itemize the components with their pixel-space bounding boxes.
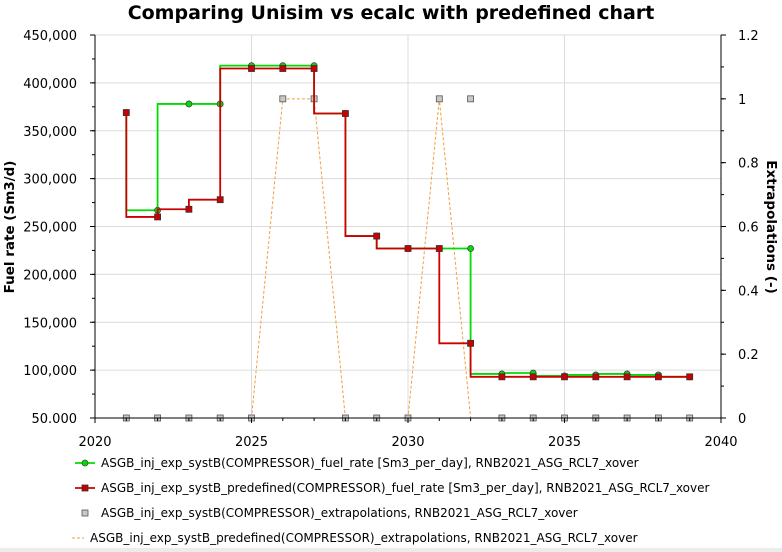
y-tick-label: 400,000 (23, 77, 77, 92)
predefined-fuel-rate-point (404, 245, 412, 252)
legend-marker (81, 459, 89, 467)
legend-label: ASGB_inj_exp_systB_predefined(COMPRESSOR… (101, 481, 709, 495)
predefined-fuel-rate-point (686, 373, 694, 381)
x-tick-label: 2020 (78, 435, 111, 450)
legend-marker (81, 509, 89, 517)
predefined-fuel-rate-point (561, 373, 568, 381)
y2-tick-label: 0.6 (738, 221, 759, 236)
extrapolation-point (467, 95, 475, 103)
y-tick-label: 100,000 (23, 364, 77, 379)
y-tick-label: 150,000 (23, 316, 77, 331)
x-tick-label: 2035 (548, 435, 581, 450)
y-tick-label: 350,000 (23, 125, 77, 140)
legend-label: ASGB_inj_exp_systB(COMPRESSOR)_extrapola… (101, 506, 578, 520)
chart-title: Comparing Unisim vs ecalc with predefine… (128, 2, 655, 24)
fuel-rate-point (467, 245, 475, 252)
y2-tick-label: 1 (738, 93, 746, 108)
x-tick-label: 2030 (391, 435, 424, 450)
predefined-fuel-rate-point (185, 205, 193, 213)
y-axis-label: Fuel rate (Sm3/d) (2, 161, 18, 294)
legend-label: ASGB_inj_exp_systB_predefined(COMPRESSOR… (90, 531, 638, 545)
predefined-fuel-rate-point (279, 65, 287, 72)
predefined-fuel-rate-point (435, 245, 443, 252)
legend-label: ASGB_inj_exp_systB(COMPRESSOR)_fuel_rate… (101, 456, 639, 470)
legend: ASGB_inj_exp_systB(COMPRESSOR)_fuel_rate… (72, 456, 709, 545)
extrapolation-point (435, 95, 443, 103)
predefined-fuel-rate-point (623, 373, 631, 381)
y-tick-label: 250,000 (23, 221, 77, 236)
y-tick-label: 450,000 (23, 29, 77, 44)
predefined-fuel-rate-point (310, 65, 318, 72)
predefined-fuel-rate-point (341, 110, 349, 117)
y2-axis-label: Extrapolations (-) (763, 160, 779, 293)
x-tick-label: 2040 (704, 435, 737, 450)
y2-tick-label: 1.2 (738, 29, 759, 44)
y2-tick-label: 0.8 (738, 157, 759, 172)
predefined-fuel-rate-point (467, 339, 475, 347)
predefined-fuel-rate-point (216, 196, 224, 204)
x-tick-label: 2025 (235, 435, 268, 450)
legend-marker (81, 484, 89, 492)
y-tick-label: 50.000 (32, 412, 78, 427)
predefined-fuel-rate-point (498, 373, 506, 381)
y2-tick-label: 0.4 (738, 284, 759, 299)
fuel-rate-point (185, 100, 193, 108)
y-tick-label: 300,000 (23, 173, 77, 188)
extrapolation-point (279, 95, 287, 103)
series-line-predefined-fuel-rate (125, 67, 690, 378)
predefined-fuel-rate-point (154, 213, 162, 221)
y2-tick-label: 0.2 (738, 348, 759, 363)
y2-tick-label: 0 (738, 412, 746, 427)
predefined-fuel-rate-point (529, 373, 537, 381)
predefined-fuel-rate-point (122, 109, 130, 116)
axes: 2020 2025 2030 2035 2040 50.000 100,000 150,000… (23, 29, 758, 450)
predefined-fuel-rate-point (592, 373, 600, 381)
y-tick-label: 200,000 (23, 268, 77, 283)
predefined-fuel-rate-point (373, 232, 381, 240)
bottom-scrollbar-strip (0, 548, 782, 552)
predefined-fuel-rate-point (655, 373, 662, 381)
predefined-fuel-rate-point (248, 65, 255, 72)
